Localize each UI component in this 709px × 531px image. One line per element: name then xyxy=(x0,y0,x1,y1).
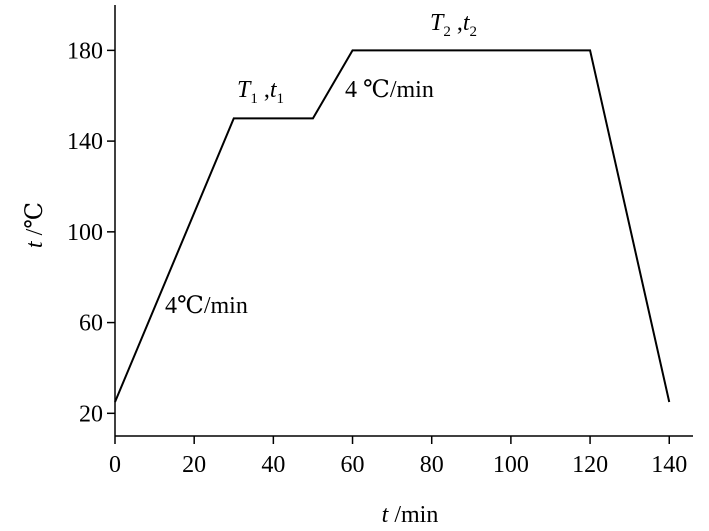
x-tick-label: 60 xyxy=(341,452,365,478)
text-part: 1 xyxy=(250,91,258,107)
line xyxy=(114,49,671,403)
annotation: 4 ℃/min xyxy=(345,77,434,103)
text-part: 4℃/min xyxy=(165,293,248,319)
y-tick-label: 100 xyxy=(67,220,103,246)
x-tick-label: 0 xyxy=(109,452,121,478)
y-axis-label: t /℃ xyxy=(22,202,48,248)
text-part: t xyxy=(22,240,48,248)
text-part: 4 ℃/min xyxy=(345,77,434,103)
text-part: 1 xyxy=(277,91,285,107)
y-tick-label: 180 xyxy=(67,38,103,64)
x-tick-label: 100 xyxy=(493,452,529,478)
x-tick-label: 120 xyxy=(572,452,608,478)
annotation: 4℃/min xyxy=(165,293,248,319)
y-tick-label: 140 xyxy=(67,129,103,155)
text-part: , xyxy=(451,10,463,36)
text-part: /℃ xyxy=(22,202,48,242)
text-part: T xyxy=(430,10,445,36)
text-part: t xyxy=(463,10,471,36)
annotation: T1 ,t1 xyxy=(237,77,284,107)
text-part: 2 xyxy=(443,24,451,40)
x-tick-label: 140 xyxy=(651,452,687,478)
x-tick-label: 20 xyxy=(182,452,206,478)
y-tick-label: 20 xyxy=(79,401,103,427)
text-part: 2 xyxy=(470,24,478,40)
text-part: t xyxy=(270,77,278,103)
text-part: T xyxy=(237,77,252,103)
x-axis-label: t /min xyxy=(382,502,439,528)
x-tick-label: 80 xyxy=(420,452,444,478)
x-tick-label: 40 xyxy=(261,452,285,478)
text-part: /min xyxy=(388,502,438,528)
text-part: t xyxy=(382,502,390,528)
y-tick-label: 60 xyxy=(79,311,103,337)
text-part: , xyxy=(258,77,270,103)
annotation: T2 ,t2 xyxy=(430,10,477,40)
